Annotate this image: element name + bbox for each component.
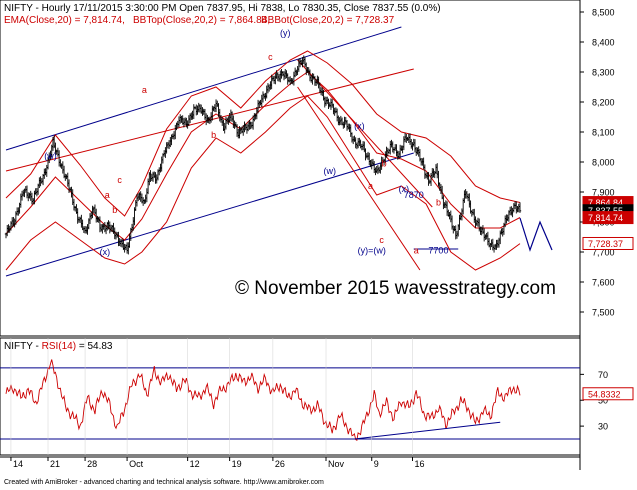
chart-title: NIFTY - Hourly 17/11/2015 3:30:00 PM Ope… bbox=[4, 3, 441, 14]
price-badge-label: 7,814.74 bbox=[588, 213, 623, 223]
wave-label: a bbox=[142, 85, 147, 95]
trendline-downtrend-lower bbox=[297, 86, 421, 271]
ema-legend: EMA(Close,20) = 7,814.74, bbox=[4, 15, 125, 26]
wave-label: c bbox=[268, 52, 273, 62]
wave-label: 7870 bbox=[404, 190, 424, 200]
price-axis-label: 8,300 bbox=[592, 68, 615, 78]
rsi-layer bbox=[0, 359, 580, 442]
price-badge-ema bbox=[582, 211, 634, 225]
wave-label: 7700 bbox=[428, 246, 448, 256]
bb-upper-line bbox=[5, 50, 521, 217]
projection-zigzag bbox=[519, 217, 553, 252]
wave-label: b bbox=[211, 130, 216, 140]
wave-label: b bbox=[436, 198, 441, 208]
price-badge-label: 7,728.37 bbox=[588, 239, 623, 249]
rsi-title: NIFTY - RSI(14) = 54.83 bbox=[4, 341, 113, 352]
rsi-line bbox=[5, 359, 521, 442]
price-axis-label: 8,200 bbox=[592, 98, 615, 108]
footer-credit: Created with AmiBroker - advanced charti… bbox=[4, 479, 324, 486]
bbtop-legend: BBTop(Close,20,2) = 7,864.84, bbox=[133, 15, 270, 26]
wave-label: (w) bbox=[44, 151, 57, 161]
price-axis-label: 8,500 bbox=[592, 8, 615, 18]
rsi-axis-label: 50 bbox=[598, 396, 608, 406]
rsi-trendline bbox=[354, 421, 501, 440]
price-axis-label: 8,100 bbox=[592, 128, 615, 138]
price-pane bbox=[0, 0, 581, 337]
wave-label: (y) bbox=[280, 28, 291, 38]
wave-label: a bbox=[368, 181, 373, 191]
x-axis-label: 28 bbox=[87, 459, 97, 469]
bbbot-legend: BBBot(Close,20,2) = 7,728.37 bbox=[261, 15, 395, 26]
wave-label: b bbox=[112, 205, 117, 215]
wave-label: c bbox=[117, 175, 122, 185]
price-axis-label: 7,600 bbox=[592, 278, 615, 288]
axis-layer: 8,5008,4008,3008,2008,1008,0007,9007,800… bbox=[0, 8, 634, 469]
price-axis-label: 8,000 bbox=[592, 158, 615, 168]
watermark-text: © November 2015 wavesstrategy.com bbox=[235, 278, 556, 299]
wave-label: b bbox=[382, 159, 387, 169]
x-axis-label: 16 bbox=[415, 459, 425, 469]
bb-lower-line bbox=[5, 95, 521, 271]
rsi-title-label: RSI(14) bbox=[42, 341, 76, 352]
price-badge-bbbot bbox=[582, 236, 634, 250]
x-axis-label: Oct bbox=[129, 459, 144, 469]
rsi-value-badge bbox=[582, 387, 634, 401]
wave-label: (w) bbox=[323, 166, 336, 176]
x-axis-label: 12 bbox=[190, 459, 200, 469]
x-axis-label: 21 bbox=[50, 459, 60, 469]
x-axis-label: 14 bbox=[13, 459, 23, 469]
wave-label: (x) bbox=[399, 184, 410, 194]
price-axis-label: 7,500 bbox=[592, 308, 615, 318]
x-axis-label: 26 bbox=[275, 459, 285, 469]
wave-label: c bbox=[379, 235, 384, 245]
price-badge-label: 7,864.84 bbox=[588, 198, 623, 208]
rsi-title-prefix: NIFTY - bbox=[4, 341, 42, 352]
price-axis-label: 7,700 bbox=[592, 248, 615, 258]
wave-label: (x) bbox=[354, 121, 365, 131]
x-axis-label: 9 bbox=[374, 459, 379, 469]
wave-label: (x) bbox=[100, 247, 111, 257]
rsi-axis-label: 30 bbox=[598, 422, 608, 432]
rsi-axis-label: 70 bbox=[598, 370, 608, 380]
x-axis-label: Nov bbox=[328, 459, 345, 469]
x-axis-label: 19 bbox=[232, 459, 242, 469]
price-axis-label: 7,900 bbox=[592, 188, 615, 198]
trendline-channel-top bbox=[5, 26, 402, 151]
wave-label: a bbox=[105, 190, 110, 200]
wave-label: a bbox=[414, 246, 419, 256]
rsi-value-badge-label: 54.8332 bbox=[588, 389, 621, 399]
trendline-channel-bottom bbox=[5, 152, 414, 277]
wave-label: (y)=(w) bbox=[358, 246, 386, 256]
rsi-title-value: = 54.83 bbox=[76, 341, 113, 352]
price-axis-label: 8,400 bbox=[592, 38, 615, 48]
